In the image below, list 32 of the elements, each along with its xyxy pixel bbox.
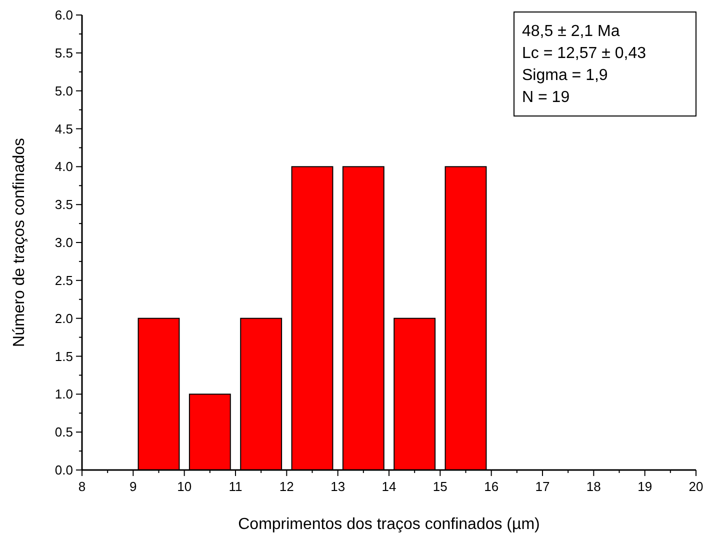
annotation: Lc = 12,57 ± 0,43 <box>522 45 646 62</box>
y-tick-label: 3.5 <box>54 197 73 212</box>
y-tick-label: 2.5 <box>54 272 73 288</box>
y-axis-title: Número de traços confinados <box>11 138 28 347</box>
x-tick-label: 17 <box>535 479 550 494</box>
annotation: 48,5 ± 2,1 Ma <box>522 23 620 40</box>
y-tick-label: 3.0 <box>54 235 73 250</box>
y-tick-label: 5.0 <box>54 83 73 98</box>
x-tick-label: 18 <box>586 479 601 494</box>
x-tick-label: 9 <box>130 479 137 494</box>
x-axis-title: Comprimentos dos traços confinados (µm) <box>238 516 540 533</box>
x-tick-label: 12 <box>279 479 294 494</box>
x-tick-label: 19 <box>638 479 652 494</box>
x-tick-label: 11 <box>228 479 242 494</box>
y-tick-label: 1.5 <box>54 348 73 364</box>
y-tick-label: 6.0 <box>54 8 73 22</box>
y-tick-label: 4.5 <box>54 121 73 136</box>
x-tick-label: 10 <box>177 479 192 494</box>
x-tick-label: 8 <box>78 479 86 494</box>
y-tick-label: 2.0 <box>54 310 73 326</box>
y-tick-label: 0.0 <box>54 462 73 478</box>
x-tick-label: 14 <box>382 479 396 494</box>
x-tick-label: 16 <box>484 479 499 494</box>
x-tick-label: 13 <box>330 479 346 494</box>
y-tick-label: 0.5 <box>54 424 73 440</box>
x-tick-label: 20 <box>688 479 704 494</box>
y-tick-label: 4.0 <box>54 159 73 174</box>
y-tick-label: 5.5 <box>54 45 73 60</box>
annotation: Sigma = 1,9 <box>522 67 608 84</box>
annotation: N = 19 <box>522 89 570 106</box>
y-tick-label: 1.0 <box>54 386 73 402</box>
x-tick-label: 15 <box>432 479 448 494</box>
